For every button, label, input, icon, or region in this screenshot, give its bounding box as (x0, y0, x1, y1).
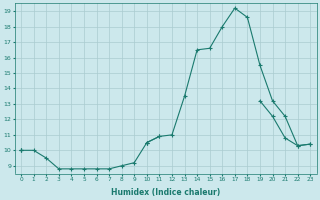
X-axis label: Humidex (Indice chaleur): Humidex (Indice chaleur) (111, 188, 220, 197)
